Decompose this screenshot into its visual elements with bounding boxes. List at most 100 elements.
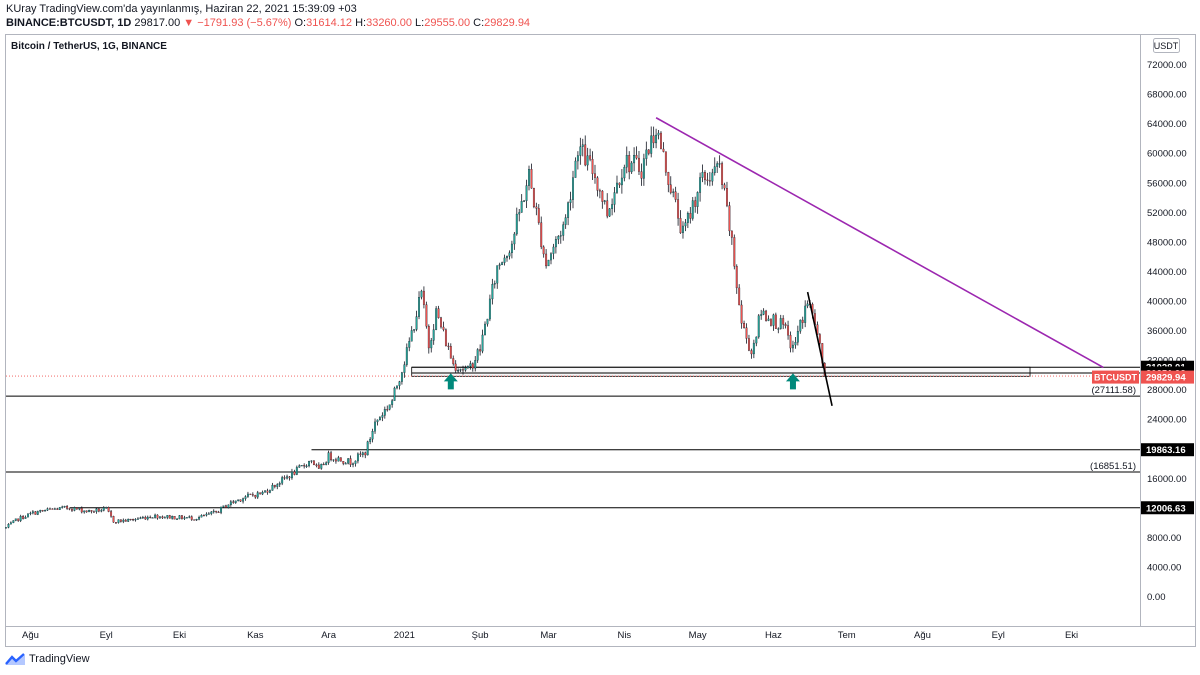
candle-body [254,495,257,498]
candle-body [542,246,545,255]
y-tick-label: 64000.00 [1147,119,1187,130]
candle-body [667,172,670,185]
candle-body [447,345,450,347]
candle-body [518,212,521,215]
candle-body [105,507,108,509]
candle-body [342,461,345,464]
y-tick-label: 52000.00 [1147,208,1187,219]
symbol-name[interactable]: BINANCE:BTCUSDT, 1D [6,17,132,29]
candle-body [466,365,469,369]
candle-body [540,222,543,248]
currency-label: USDT [1154,41,1179,51]
candle-body [359,453,362,455]
support-zone[interactable] [411,366,1031,377]
candle-body [657,132,660,136]
candle-body [694,200,697,207]
tradingview-footer[interactable]: TradingView [5,653,90,665]
candle-body [273,484,276,487]
candle-body [618,182,621,186]
candle-body [188,516,191,518]
candle-body [85,510,88,513]
candle-body [22,516,25,519]
candle-body [674,191,677,200]
candle-body [496,265,499,284]
candle-body [554,239,557,248]
candle-body [481,334,484,352]
candle-body [782,318,785,325]
candle-body [765,310,768,321]
trendline[interactable] [806,291,833,407]
candle-body [528,169,530,186]
candle-body [141,517,144,519]
candle-body [325,462,328,465]
candle-body [364,452,367,456]
candle-body [574,160,577,178]
candle-body [799,319,802,332]
candle-body [623,167,626,179]
candle-body [190,516,193,520]
high-label: H: [355,17,367,29]
y-tick-label: 28000.00 [1147,385,1187,396]
candle-body [718,163,721,165]
candle-body [36,511,39,515]
candle-body [647,149,650,154]
y-tick-label: 4000.00 [1147,562,1181,573]
candle-body [249,493,252,495]
level-price-text: 19863.16 [1146,445,1186,456]
candle-body [691,200,694,219]
candle-body [523,200,526,202]
candle-body [376,419,379,423]
x-tick-label: May [689,630,707,641]
candle-body [586,155,589,166]
candle-body [46,508,49,511]
y-tick-label: 60000.00 [1147,149,1187,160]
candle-body [337,457,340,462]
candle-body [567,202,570,218]
candle-body [281,477,284,484]
candle-body [774,314,777,329]
candle-body [361,452,364,455]
currency-badge[interactable] [1153,38,1180,53]
up-arrow-icon[interactable] [785,373,800,390]
candle-body [696,192,699,207]
candle-body [73,507,76,511]
candle-body [405,347,408,365]
candle-body [755,336,758,344]
candle-body [721,163,724,185]
up-arrow-icon[interactable] [443,373,458,390]
candle-body [488,298,491,320]
candle-body [733,237,736,267]
candle-body [269,490,271,493]
trendline[interactable] [655,117,1104,369]
candle-body [515,213,518,235]
candle-body [701,172,704,178]
candle-body [598,190,601,192]
candle-body [608,208,611,217]
y-tick-label: 72000.00 [1147,60,1187,71]
candle-body [818,334,821,344]
candle-body [220,506,223,513]
candle-body [396,385,398,389]
candle-body [806,303,809,307]
candle-body [381,415,384,418]
candle-body [17,518,20,521]
candle-body [562,224,565,236]
candle-body [112,516,115,523]
candle-body [239,499,242,502]
candle-body [427,326,430,349]
candle-body [469,363,472,367]
candle-body [686,213,689,223]
candle-body [132,519,135,521]
candle-body [787,325,790,336]
candle-body [684,222,687,227]
candle-body [704,172,706,181]
y-tick-label: 44000.00 [1147,267,1187,278]
candle-body [200,515,203,518]
level-price-badge [1141,443,1194,457]
tradingview-logo-icon [5,653,25,665]
candle-body [303,465,306,467]
candle-body [520,200,523,213]
candle-body [713,166,716,174]
candle-body [39,510,42,512]
